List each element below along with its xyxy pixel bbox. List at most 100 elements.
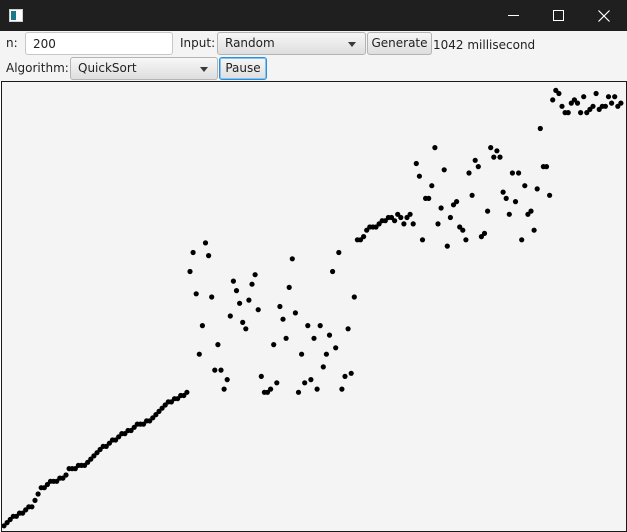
data-point [497, 154, 503, 160]
data-point [574, 100, 581, 106]
data-point [612, 94, 618, 100]
title-bar [0, 0, 627, 31]
n-input[interactable] [25, 32, 173, 55]
data-point [500, 189, 506, 195]
data-point [444, 243, 450, 249]
data-point [357, 237, 364, 243]
elapsed-time-label: 1042 millisecond [433, 38, 536, 52]
data-point [91, 453, 97, 459]
data-point [351, 294, 357, 300]
data-point [227, 313, 233, 319]
data-point [392, 218, 398, 224]
data-point [618, 100, 624, 106]
data-point [218, 367, 224, 373]
data-point [438, 205, 444, 211]
algorithm-select[interactable]: QuickSort [70, 57, 218, 80]
data-point [187, 268, 193, 275]
data-point [175, 396, 181, 402]
data-point [103, 443, 109, 449]
data-point [571, 97, 578, 103]
data-point [206, 253, 212, 259]
data-point [116, 434, 122, 440]
data-point [150, 415, 156, 421]
data-point [35, 491, 41, 497]
data-point [333, 345, 339, 351]
data-point [280, 316, 286, 322]
minimize-button[interactable] [490, 0, 536, 31]
input-label: Input: [180, 36, 216, 50]
data-point [457, 224, 463, 230]
data-point [463, 237, 469, 243]
data-point [413, 160, 419, 167]
data-point [237, 300, 243, 306]
data-point [336, 249, 342, 256]
data-point [302, 380, 308, 386]
data-point [249, 281, 255, 287]
data-point [308, 377, 314, 383]
data-point [602, 103, 609, 109]
data-point [29, 504, 35, 510]
data-point [230, 278, 236, 284]
data-point [382, 218, 388, 224]
data-point [509, 170, 515, 176]
data-point [233, 288, 240, 294]
data-point [212, 367, 218, 373]
input-select-value: Random [225, 36, 275, 50]
generate-button[interactable]: Generate [367, 32, 432, 55]
data-point [41, 485, 47, 491]
data-point [605, 94, 612, 100]
data-point [398, 214, 404, 221]
data-point [299, 351, 305, 357]
data-point [364, 227, 370, 233]
data-point [314, 386, 320, 392]
data-point [494, 148, 500, 154]
data-point [609, 100, 615, 106]
maximize-icon [552, 10, 564, 21]
data-point [128, 427, 134, 434]
data-point [376, 221, 382, 227]
data-point [283, 335, 289, 341]
data-point [190, 249, 196, 256]
data-point [556, 90, 562, 97]
data-point [593, 90, 599, 97]
data-point [72, 466, 78, 472]
data-point [361, 234, 367, 240]
data-point [320, 364, 326, 370]
data-point [410, 221, 416, 227]
data-point [469, 192, 475, 198]
data-point [317, 323, 323, 329]
data-point [590, 103, 596, 109]
data-point [416, 173, 422, 179]
data-point [506, 211, 512, 217]
data-point [20, 510, 26, 516]
data-point [429, 183, 435, 189]
data-point [196, 351, 202, 357]
close-button[interactable] [581, 0, 627, 31]
data-point [258, 373, 264, 379]
data-point [407, 211, 413, 217]
data-point [543, 164, 550, 170]
data-point [7, 516, 13, 523]
data-point [339, 386, 345, 392]
data-point [311, 335, 317, 341]
data-point [478, 234, 484, 240]
data-point [156, 408, 162, 414]
data-point [432, 145, 438, 151]
data-point [106, 440, 112, 446]
data-point [404, 214, 410, 221]
input-select[interactable]: Random [217, 32, 366, 55]
data-point [54, 478, 60, 484]
minimize-icon [507, 15, 519, 16]
data-point [255, 307, 261, 313]
chevron-down-icon [200, 67, 208, 72]
data-point [289, 256, 295, 262]
data-point [512, 199, 519, 205]
data-point [274, 380, 280, 386]
pause-button[interactable]: Pause [219, 57, 267, 80]
data-point [292, 310, 298, 316]
data-point [13, 513, 19, 519]
data-point [113, 437, 119, 443]
data-point [503, 195, 509, 201]
data-point [395, 211, 401, 217]
maximize-button[interactable] [535, 0, 581, 31]
